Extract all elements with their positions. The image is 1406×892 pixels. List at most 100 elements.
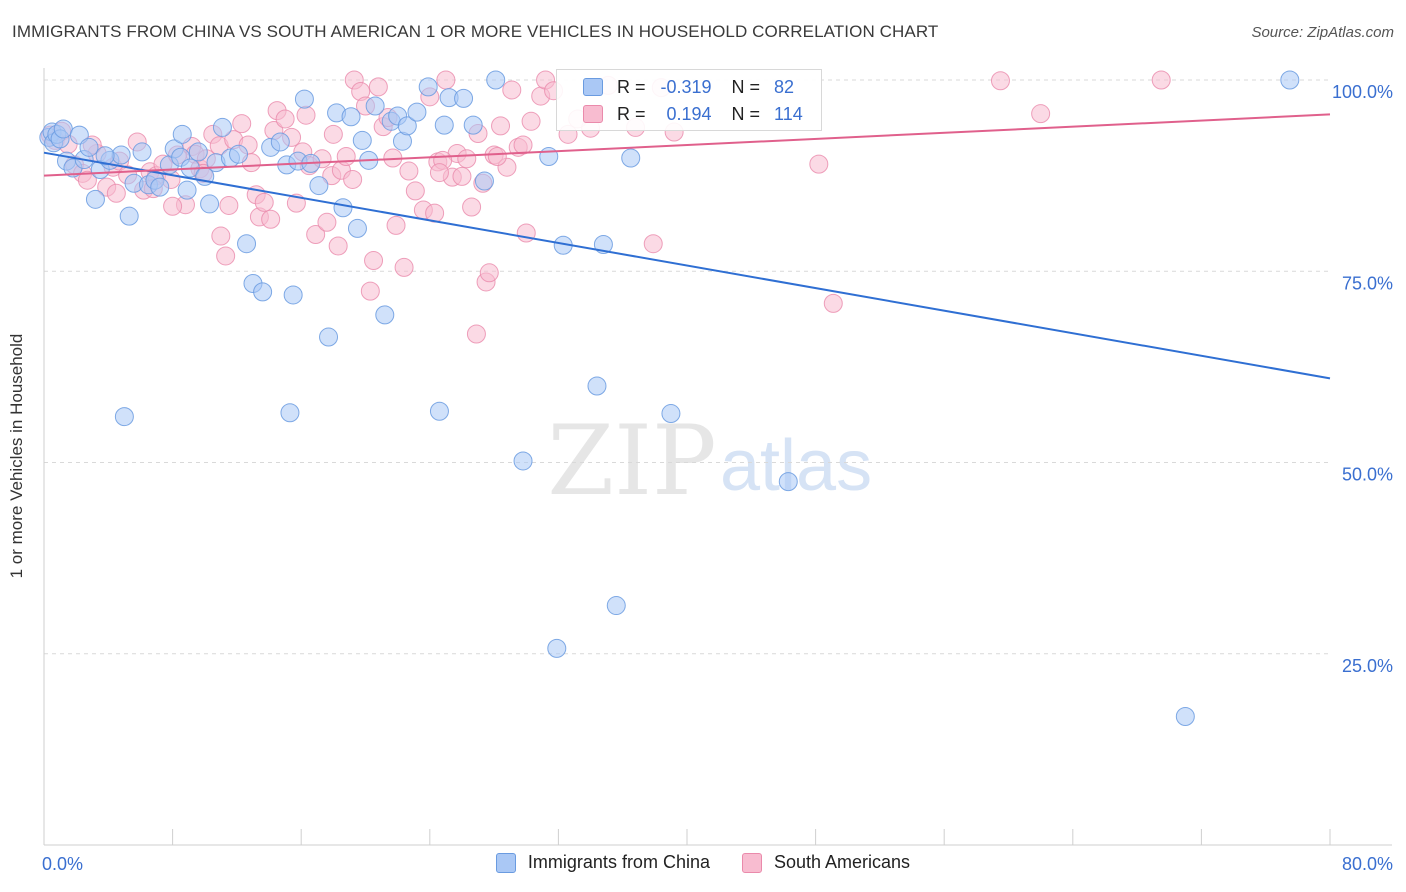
south-americans-point [275,109,295,129]
china-point [474,171,494,191]
south-americans-point [386,215,406,235]
watermark: ZIP atlas [547,405,872,517]
china-point [365,96,385,116]
china-point [270,132,290,152]
china-point [513,451,533,471]
south-americans-point [1031,104,1051,124]
south-americans-point [77,170,97,190]
china-point [229,144,249,164]
x-tick-labels: 0.0% 80.0% [42,854,1393,874]
south-americans-point [457,149,477,169]
south-americans-point [394,257,414,277]
china-point [375,305,395,325]
china-point [309,176,329,196]
south-americans-point [232,114,252,134]
south-americans-point [364,251,384,271]
legend-r-value: 0.194 [666,103,712,124]
china-point [132,142,152,162]
y-tick-label-3: 100.0% [1332,82,1393,102]
china-point [1175,706,1195,726]
south-americans-point [491,116,511,136]
china-point [177,180,197,200]
china-point [79,137,99,157]
china-point [294,89,314,109]
y-tick-labels: 25.0% 50.0% 75.0% 100.0% [1332,82,1393,676]
south-americans-point [436,70,456,90]
china-point [429,401,449,421]
south-americans-point [328,236,348,256]
china-point [85,189,105,209]
china-point [341,107,361,127]
south-americans-point [502,80,522,100]
china-point [95,146,115,166]
x-tick-label-1: 80.0% [1342,854,1393,874]
south-americans-point [990,71,1010,91]
legend-swatch-south [741,852,762,873]
south-americans-point [405,181,425,201]
south-americans-point [466,324,486,344]
south-americans-point [521,111,541,131]
south-americans-point [487,147,507,166]
south-americans-point [513,135,533,155]
watermark-atlas: atlas [720,426,872,506]
watermark-zip: ZIP [547,405,716,517]
china-point [237,234,257,254]
south-americans-point [336,147,356,166]
china-point [119,206,139,226]
china-point [188,142,208,162]
china-point [547,638,567,658]
china-point [397,116,417,136]
south-americans-point [106,183,126,203]
x-tick-label-0: 0.0% [42,854,83,874]
china-point [1280,70,1300,90]
china-point [150,177,170,197]
south-americans-point [306,225,326,245]
chart-title: IMMIGRANTS FROM CHINA VS SOUTH AMERICAN … [12,22,939,41]
legend-item-south[interactable]: South Americans [741,852,911,873]
south-americans-point [462,197,482,217]
legend-row-china: R = -0.319 N = 82 [583,74,814,100]
legend-n-value: 82 [774,76,795,97]
legend-r-value: -0.319 [660,76,712,97]
south-americans-point [219,195,239,215]
china-point [347,218,367,238]
china-point [454,88,474,108]
china-point [319,327,339,347]
china-point [172,124,192,144]
south-americans-point [254,192,274,212]
china-point [407,102,427,122]
south-americans-point [163,196,183,216]
south-americans-point [296,105,316,125]
south-americans-point [216,246,236,266]
legend-item-china[interactable]: Immigrants from China [495,852,710,873]
legend-n-label: N = [731,76,761,97]
south-americans-point [1151,70,1171,90]
south-americans-point [643,234,663,254]
legend-row-south: R = 0.194 N = 114 [583,101,814,127]
china-point [539,147,559,166]
legend-label-south: South Americans [773,852,911,872]
y-tick-label-0: 25.0% [1342,656,1393,676]
y-tick-label-1: 50.0% [1342,465,1393,485]
china-point [114,407,134,427]
china-point [333,198,353,218]
china-point [434,115,454,135]
china-point [111,145,131,165]
china-point [418,77,438,97]
legend-r-label: R = [617,76,646,97]
legend-swatch-south [583,105,603,123]
south-americans-point [479,263,499,283]
legend-swatch-china [583,78,603,96]
legend-n-label: N = [731,103,761,124]
china-point [463,115,483,135]
china-point [621,148,641,168]
y-tick-label-2: 75.0% [1342,273,1393,293]
south-americans-point [211,226,231,246]
source-label: Source: ZipAtlas.com [1251,24,1394,41]
south-americans-point [823,293,843,313]
legend-n-value: 114 [774,103,803,124]
china-point [53,119,73,139]
china-point [212,117,232,137]
trend-lines [43,113,1331,380]
